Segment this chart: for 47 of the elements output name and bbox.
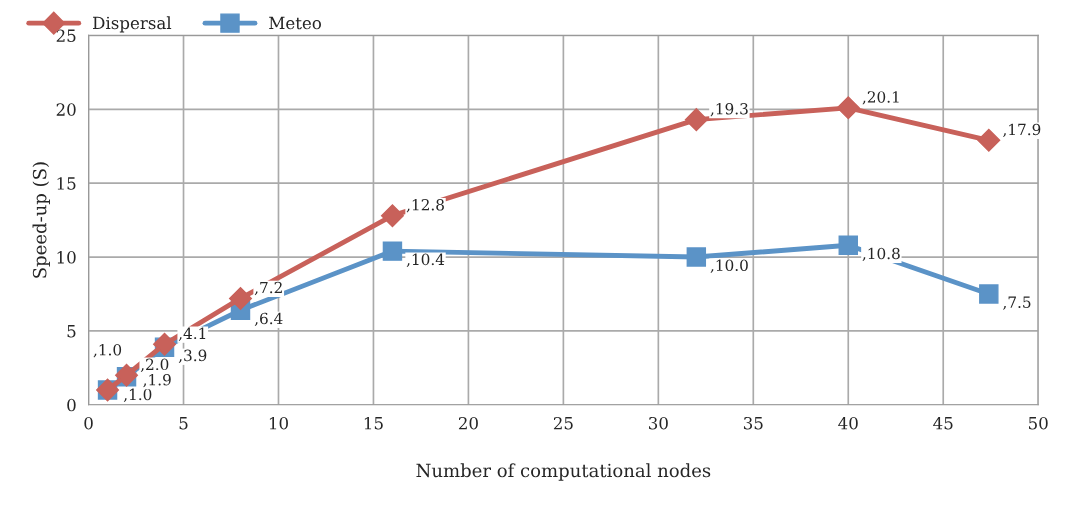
data-label: ,10.8 bbox=[862, 247, 900, 262]
data-label: ,1.9 bbox=[143, 373, 171, 388]
point bbox=[979, 284, 999, 304]
x-tick-label: 5 bbox=[179, 417, 188, 430]
data-label: ,17.9 bbox=[1003, 123, 1041, 138]
point bbox=[836, 96, 860, 120]
point bbox=[977, 128, 1001, 152]
data-label: ,4.1 bbox=[178, 327, 206, 341]
y-tick-label: 20 bbox=[56, 103, 76, 116]
data-label: ,20.1 bbox=[862, 91, 899, 105]
x-tick-label: 15 bbox=[364, 416, 383, 430]
data-label: ,10.4 bbox=[406, 253, 445, 267]
data-label: ,2.0 bbox=[140, 358, 169, 372]
y-tick-label: 5 bbox=[67, 325, 76, 338]
x-axis-title: Number of computational nodes bbox=[416, 463, 711, 481]
x-tick-label: 25 bbox=[553, 416, 573, 430]
x-tick-label: 0 bbox=[84, 416, 93, 430]
x-tick-label: 10 bbox=[269, 416, 288, 430]
point bbox=[686, 247, 707, 267]
point bbox=[684, 108, 708, 132]
point bbox=[380, 204, 404, 228]
data-label: ,3.9 bbox=[178, 349, 207, 364]
data-label: ,10.0 bbox=[710, 259, 748, 273]
point bbox=[153, 332, 177, 356]
data-label: ,12.8 bbox=[406, 198, 444, 213]
y-axis-title: Speed-up (S) bbox=[32, 162, 50, 278]
x-tick-label: 40 bbox=[838, 416, 858, 430]
x-tick-label: 35 bbox=[743, 416, 763, 430]
y-tick-label: 25 bbox=[56, 29, 76, 42]
data-label: ,7.5 bbox=[1003, 296, 1031, 310]
point bbox=[229, 286, 252, 310]
y-tick-label: 15 bbox=[57, 177, 76, 190]
data-label: ,6.4 bbox=[254, 312, 283, 327]
data-label: ,19.3 bbox=[710, 102, 748, 117]
point bbox=[382, 241, 403, 261]
y-tick-label: 10 bbox=[57, 251, 76, 264]
x-tick-label: 45 bbox=[933, 416, 953, 430]
data-label: ,1.0 bbox=[123, 388, 152, 403]
x-tick-label: 20 bbox=[458, 416, 478, 430]
legend-label: Meteo bbox=[269, 16, 321, 30]
legend-label: Dispersal bbox=[93, 16, 172, 33]
y-tick-label: 0 bbox=[67, 398, 76, 412]
data-label: ,1.0 bbox=[93, 344, 122, 358]
x-tick-label: 30 bbox=[649, 416, 668, 430]
x-tick-label: 50 bbox=[1029, 416, 1048, 430]
point bbox=[838, 235, 858, 255]
data-label: ,7.2 bbox=[254, 281, 282, 296]
